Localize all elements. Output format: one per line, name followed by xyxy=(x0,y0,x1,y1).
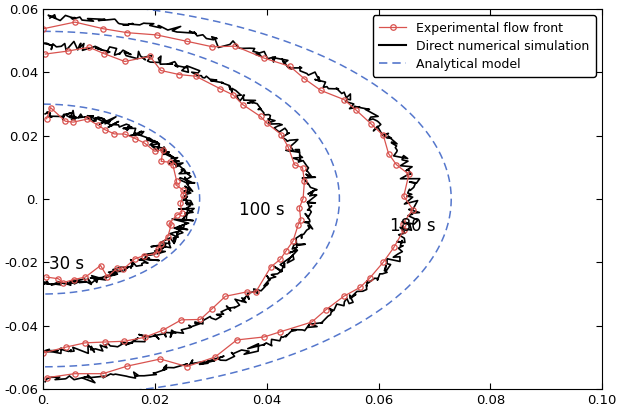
Experimental flow front xyxy=(114,266,121,270)
Experimental flow front xyxy=(121,132,129,136)
Experimental flow front xyxy=(70,120,77,125)
Line: Direct numerical simulation: Direct numerical simulation xyxy=(43,111,195,285)
Analytical model xyxy=(189,225,196,230)
Experimental flow front xyxy=(104,275,111,279)
Experimental flow front xyxy=(169,162,176,167)
Experimental flow front xyxy=(173,212,181,217)
Experimental flow front xyxy=(47,105,54,110)
Analytical model xyxy=(186,229,194,234)
Direct numerical simulation xyxy=(39,279,47,284)
Experimental flow front xyxy=(61,119,69,124)
Experimental flow front xyxy=(153,251,160,256)
Experimental flow front xyxy=(172,182,179,187)
Experimental flow front xyxy=(177,201,184,206)
Analytical model xyxy=(114,280,121,285)
Experimental flow front xyxy=(111,132,118,136)
Experimental flow front xyxy=(166,221,173,226)
Experimental flow front xyxy=(82,275,89,279)
Direct numerical simulation xyxy=(42,111,49,116)
Direct numerical simulation xyxy=(81,277,89,282)
Direct numerical simulation xyxy=(48,282,55,287)
Text: 100 s: 100 s xyxy=(239,201,284,219)
Line: Experimental flow front: Experimental flow front xyxy=(43,105,186,285)
Experimental flow front xyxy=(70,277,78,282)
Experimental flow front xyxy=(141,141,148,145)
Direct numerical simulation xyxy=(110,273,117,278)
Experimental flow front xyxy=(164,234,171,239)
Analytical model xyxy=(39,291,47,296)
Experimental flow front xyxy=(151,149,158,154)
Direct numerical simulation xyxy=(180,225,188,230)
Experimental flow front xyxy=(179,193,187,198)
Experimental flow front xyxy=(160,147,167,152)
Experimental flow front xyxy=(167,223,175,228)
Experimental flow front xyxy=(154,247,161,252)
Experimental flow front xyxy=(97,263,104,268)
Experimental flow front xyxy=(43,116,50,121)
Direct numerical simulation xyxy=(171,225,178,230)
Experimental flow front xyxy=(166,160,173,165)
Text: 180 s: 180 s xyxy=(390,217,435,235)
Legend: Experimental flow front, Direct numerical simulation, Analytical model: Experimental flow front, Direct numerica… xyxy=(373,16,596,77)
Analytical model xyxy=(41,102,48,106)
Experimental flow front xyxy=(140,253,147,258)
Experimental flow front xyxy=(179,187,187,192)
Direct numerical simulation xyxy=(70,108,77,113)
Experimental flow front xyxy=(94,122,101,127)
Analytical model xyxy=(39,102,47,106)
Direct numerical simulation xyxy=(175,225,183,230)
Experimental flow front xyxy=(101,127,109,132)
Text: 30 s: 30 s xyxy=(48,255,84,273)
Experimental flow front xyxy=(84,117,91,122)
Experimental flow front xyxy=(55,276,62,281)
Analytical model xyxy=(189,224,197,229)
Direct numerical simulation xyxy=(44,110,52,115)
Experimental flow front xyxy=(43,275,50,279)
Experimental flow front xyxy=(131,256,138,261)
Line: Analytical model: Analytical model xyxy=(43,104,200,294)
Analytical model xyxy=(85,287,93,292)
Experimental flow front xyxy=(158,159,165,164)
Experimental flow front xyxy=(178,211,186,216)
Experimental flow front xyxy=(132,136,139,141)
Experimental flow front xyxy=(157,242,165,247)
Experimental flow front xyxy=(60,280,67,285)
Experimental flow front xyxy=(119,267,127,272)
Experimental flow front xyxy=(173,178,180,183)
